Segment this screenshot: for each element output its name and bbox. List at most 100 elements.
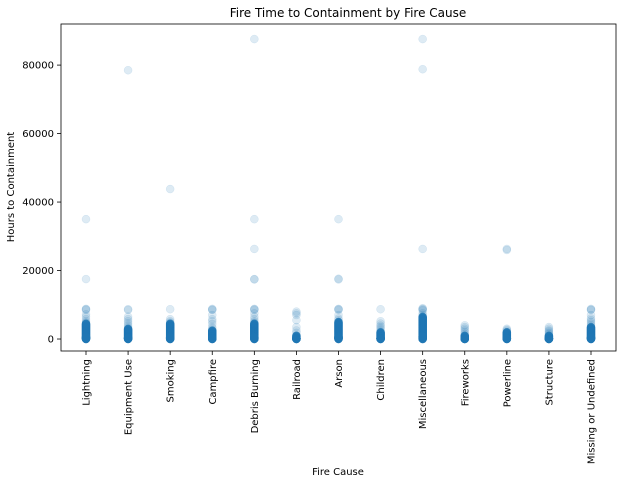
chart-title: Fire Time to Containment by Fire Cause [230, 6, 467, 20]
data-point [165, 318, 175, 327]
x-tick-label: Missing or Undefined [587, 359, 598, 464]
data-point [334, 314, 343, 323]
y-tick-label: 0 [48, 335, 54, 346]
data-point [418, 244, 427, 254]
data-point [123, 312, 133, 322]
data-point [334, 304, 343, 314]
data-point [208, 310, 217, 320]
data-point [418, 309, 427, 318]
x-tick-label: Equipment Use [124, 359, 135, 435]
data-point [208, 333, 217, 343]
data-point [123, 319, 133, 328]
data-point [418, 306, 427, 315]
data-point [165, 332, 175, 342]
data-point [250, 214, 259, 224]
data-point [586, 314, 596, 323]
data-point [81, 274, 91, 284]
data-point [81, 310, 91, 319]
data-point [418, 34, 427, 44]
y-tick-label: 20000 [22, 266, 54, 277]
data-point [292, 334, 301, 343]
data-point [123, 324, 133, 333]
data-point [165, 319, 175, 328]
data-point [81, 316, 91, 326]
data-point [586, 315, 596, 325]
data-point [250, 274, 259, 284]
data-point [123, 316, 133, 326]
x-tick-label: Arson [334, 359, 345, 388]
data-point [334, 274, 343, 284]
data-point [208, 304, 217, 314]
data-point [376, 322, 385, 332]
data-point [502, 324, 512, 333]
data-point [460, 326, 469, 335]
data-point [250, 275, 259, 284]
data-point [81, 214, 91, 224]
data-point [208, 316, 217, 326]
data-point [586, 304, 596, 314]
data-point [250, 34, 259, 44]
data-point [376, 316, 385, 326]
data-point [123, 322, 133, 332]
data-point [460, 321, 469, 330]
data-point [292, 322, 301, 332]
x-tick-label: Structure [544, 359, 555, 406]
y-tick-label: 40000 [22, 198, 54, 209]
x-tick-label: Miscellaneous [418, 359, 429, 429]
data-point [208, 324, 217, 333]
x-tick-label: Smoking [166, 359, 177, 402]
data-point [586, 333, 596, 342]
data-point [81, 318, 91, 327]
data-point [250, 318, 259, 327]
plot-frame [60, 23, 617, 352]
data-point [544, 327, 554, 336]
data-point [292, 310, 301, 320]
data-point [334, 275, 343, 284]
data-point [418, 310, 427, 320]
x-tick-label: Campfire [208, 359, 219, 405]
data-point [376, 326, 385, 335]
data-point [250, 305, 259, 315]
data-point [418, 305, 427, 314]
data-point [123, 65, 133, 75]
data-point [208, 322, 217, 332]
data-point [502, 325, 512, 335]
data-point [250, 332, 259, 342]
data-point [460, 327, 469, 337]
data-point [208, 305, 217, 315]
data-point [250, 304, 259, 314]
data-point [586, 322, 596, 332]
x-axis-label: Fire Cause [312, 467, 364, 478]
data-point [250, 314, 259, 324]
data-point [208, 314, 217, 324]
data-point [460, 334, 469, 343]
data-point [123, 305, 133, 315]
data-point [502, 333, 512, 343]
data-point [292, 309, 301, 318]
data-point [165, 304, 175, 314]
data-point [292, 307, 301, 316]
data-point [334, 304, 343, 314]
x-tick-label: Powerline [502, 359, 513, 407]
data-point [165, 314, 175, 324]
data-point [586, 317, 596, 327]
data-point [81, 319, 91, 328]
data-point [544, 322, 554, 332]
data-point [334, 214, 343, 224]
data-point [334, 332, 343, 342]
x-axis: Lightning Equipment Use Smoking Campfire Deb… [82, 351, 598, 464]
data-point [334, 315, 343, 325]
x-tick-label: Children [376, 359, 387, 401]
data-point [81, 304, 91, 314]
data-point [586, 321, 596, 330]
data-point [460, 322, 469, 332]
y-axis-label: Hours to Containment [6, 132, 17, 243]
data-point [418, 303, 427, 313]
y-axis: 0 20000 40000 60000 80000 [22, 61, 61, 346]
data-point [460, 329, 469, 339]
data-point [376, 333, 385, 343]
x-tick-label: Fireworks [460, 359, 471, 406]
data-point [502, 244, 512, 254]
data-point [250, 312, 259, 322]
